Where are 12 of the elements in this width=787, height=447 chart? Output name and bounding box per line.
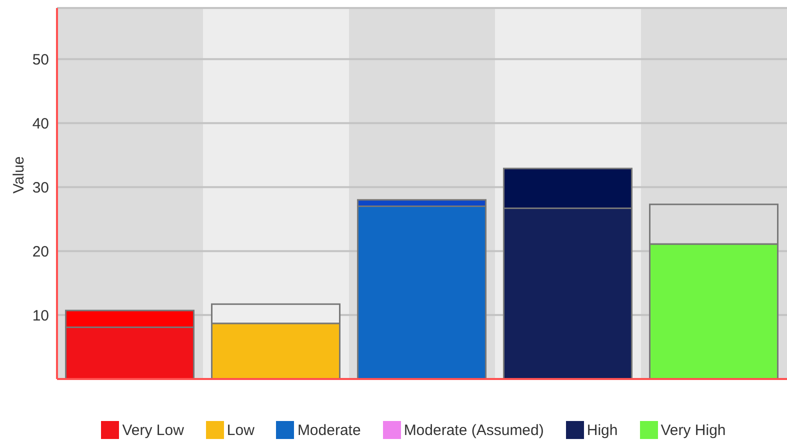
y-tick-label: 30 xyxy=(32,179,49,196)
legend-label: Moderate xyxy=(297,422,361,438)
legend-label: Very Low xyxy=(122,422,184,438)
legend-label: Very High xyxy=(660,422,726,438)
y-axis-title: Value xyxy=(10,156,28,194)
y-tick-label: 20 xyxy=(32,243,49,260)
y-tick-label: 40 xyxy=(32,115,49,132)
legend-label: High xyxy=(586,422,618,438)
y-tick-label: 50 xyxy=(32,51,49,68)
legend-label: Low xyxy=(226,422,254,438)
y-tick-label: 10 xyxy=(32,307,49,324)
legend-label: Moderate (Assumed) xyxy=(404,422,544,438)
